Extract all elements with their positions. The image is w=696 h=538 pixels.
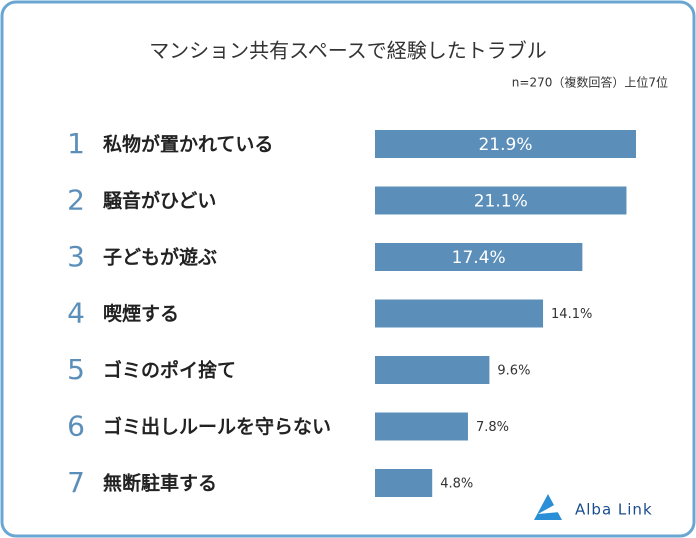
category-label: 私物が置かれている <box>103 133 273 156</box>
bar <box>375 412 468 441</box>
bar <box>375 299 544 328</box>
value-label: 9.6% <box>497 364 530 379</box>
category-label: 喫煙する <box>103 302 179 325</box>
rank-label: 1 <box>67 127 85 160</box>
category-label: 無断駐車する <box>103 472 217 495</box>
rank-label: 2 <box>67 184 85 217</box>
value-label: 21.9% <box>478 135 532 155</box>
category-label: ゴミのポイ捨て <box>103 359 236 382</box>
logo-text: Alba Link <box>575 501 653 519</box>
category-label: 騒音がひどい <box>103 189 216 212</box>
rank-label: 4 <box>67 297 85 330</box>
rank-label: 3 <box>67 240 85 273</box>
rank-label: 5 <box>67 353 85 386</box>
value-label: 21.1% <box>474 192 528 212</box>
bar <box>375 186 627 215</box>
category-label: 子どもが遊ぶ <box>103 246 217 269</box>
rank-label: 7 <box>67 466 85 499</box>
chart-subtitle: n=270（複数回答）上位7位 <box>512 75 668 90</box>
bar <box>375 356 490 384</box>
logo-icon <box>534 494 562 520</box>
value-label: 4.8% <box>440 477 473 492</box>
bar <box>375 130 636 158</box>
value-label: 14.1% <box>551 307 592 322</box>
value-label: 17.4% <box>452 248 506 268</box>
bar <box>375 243 583 271</box>
bar <box>375 469 433 497</box>
chart-title: マンション共有スペースで経験したトラブル <box>149 39 547 63</box>
category-label: ゴミ出しルールを守らない <box>103 415 331 438</box>
rank-label: 6 <box>67 410 85 443</box>
value-label: 7.8% <box>476 420 509 435</box>
